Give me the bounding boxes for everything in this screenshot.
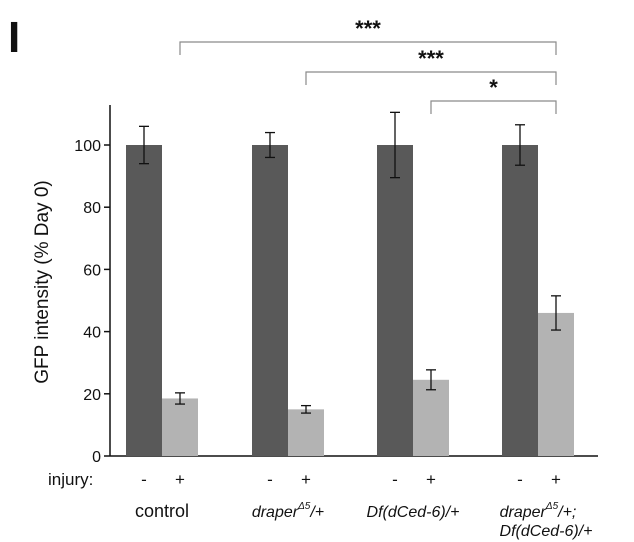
- group-label: draperΔ5/+;: [500, 501, 577, 521]
- group-label-main: draper: [252, 504, 299, 521]
- injury-condition-label: +: [301, 470, 311, 489]
- bar: [126, 145, 162, 456]
- group-label-tail: /+;: [557, 504, 576, 521]
- significance-bracket: [305, 71, 557, 85]
- significance-bracket: [179, 41, 557, 55]
- injury-condition-label: -: [517, 470, 523, 489]
- injury-condition-label: +: [175, 470, 185, 489]
- bar: [252, 145, 288, 456]
- bar: [538, 312, 574, 456]
- group-label-tail: /+: [309, 504, 324, 521]
- group-label-line2: Df(dCed-6)/+: [500, 523, 593, 540]
- bar: [377, 145, 413, 456]
- group-label-main: Df(dCed-6)/+: [367, 504, 460, 521]
- y-tick-label: 80: [83, 200, 101, 217]
- significance-label: ***: [418, 46, 444, 71]
- bar: [502, 145, 538, 456]
- bar: [162, 398, 198, 456]
- bar: [288, 409, 324, 456]
- y-axis-title: GFP intensity (% Day 0): [32, 180, 53, 383]
- injury-condition-label: -: [392, 470, 398, 489]
- injury-row-label: injury:: [48, 470, 93, 489]
- injury-condition-label: -: [267, 470, 273, 489]
- group-label-superscript: Δ5: [297, 501, 311, 512]
- group-label-superscript: Δ5: [545, 501, 559, 512]
- injury-condition-label: -: [141, 470, 147, 489]
- panel-label: I: [8, 13, 20, 62]
- y-tick-label: 0: [92, 449, 101, 466]
- group-label-main: control: [135, 501, 189, 521]
- group-label-main: draper: [500, 504, 547, 521]
- y-tick-label: 100: [74, 138, 101, 155]
- y-tick-label: 20: [83, 387, 101, 404]
- group-label: Df(dCed-6)/+: [367, 504, 460, 521]
- injury-condition-label: +: [426, 470, 436, 489]
- y-tick-label: 60: [83, 262, 101, 279]
- significance-label: *: [489, 75, 498, 100]
- bar: [413, 379, 449, 456]
- injury-condition-label: +: [551, 470, 561, 489]
- group-label: control: [135, 501, 189, 521]
- significance-bracket: [430, 100, 557, 114]
- significance-label: ***: [355, 16, 381, 41]
- y-tick-label: 40: [83, 325, 101, 342]
- group-label: draperΔ5/+: [252, 501, 324, 521]
